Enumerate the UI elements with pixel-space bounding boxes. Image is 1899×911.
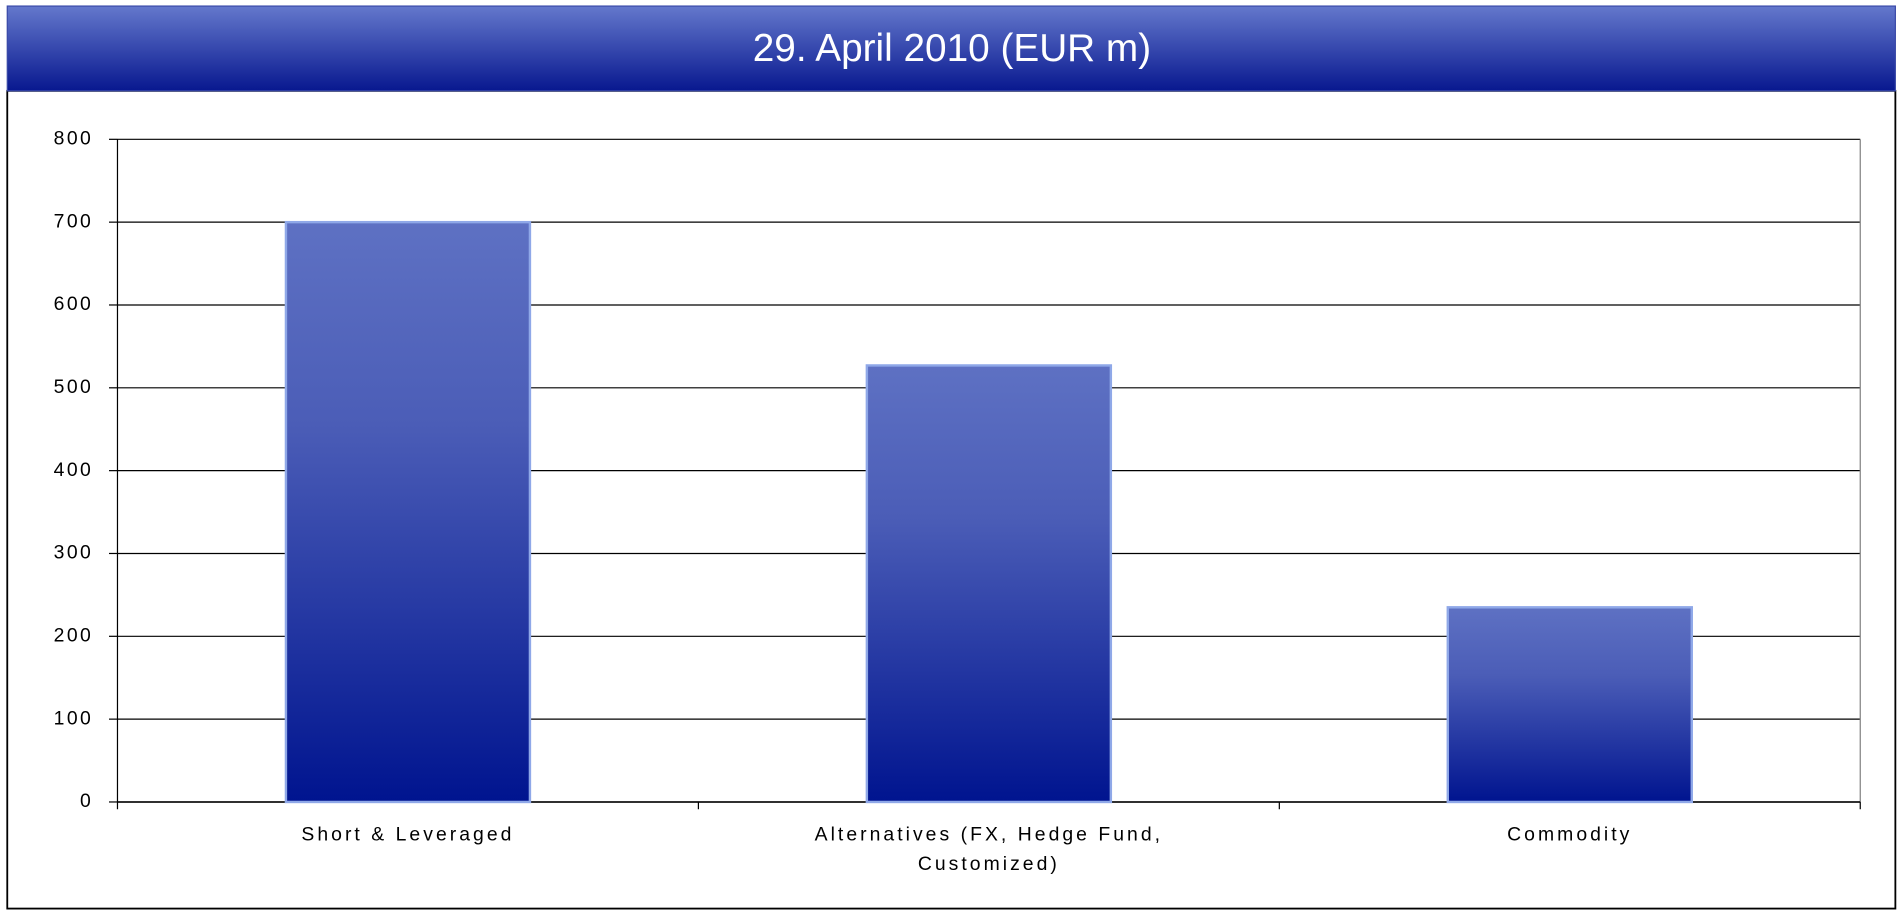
x-tick-label: Short & Leveraged xyxy=(301,824,515,846)
x-tick-label: Commodity xyxy=(1507,824,1633,846)
y-tick-label: 300 xyxy=(54,542,94,564)
y-tick-label: 400 xyxy=(54,459,94,481)
bar xyxy=(1446,606,1693,804)
plot-area: 0 100 200 300 400 500 600 700 800 Short & Leverag… xyxy=(54,127,1861,875)
x-label-box: Commodity xyxy=(1507,824,1633,846)
header-bar xyxy=(6,5,1896,92)
y-tick-label: 500 xyxy=(54,376,94,398)
bar xyxy=(284,220,532,804)
y-tick-label: 100 xyxy=(54,707,94,729)
y-tick-label: 0 xyxy=(80,790,93,812)
bar xyxy=(865,364,1113,804)
x-tick-label: Alternatives (FX, Hedge Fund, Customized… xyxy=(814,824,1164,875)
y-tick-label: 600 xyxy=(54,293,94,315)
chart-title: 29. April 2010 (EUR m) xyxy=(753,27,1151,70)
y-tick-label: 800 xyxy=(54,127,94,149)
y-tick-label: 700 xyxy=(54,210,94,232)
x-label-box: Alternatives (FX, Hedge Fund, Customized… xyxy=(814,824,1164,875)
y-tick-label: 200 xyxy=(54,624,94,646)
x-label-box: Short & Leveraged xyxy=(301,824,515,846)
